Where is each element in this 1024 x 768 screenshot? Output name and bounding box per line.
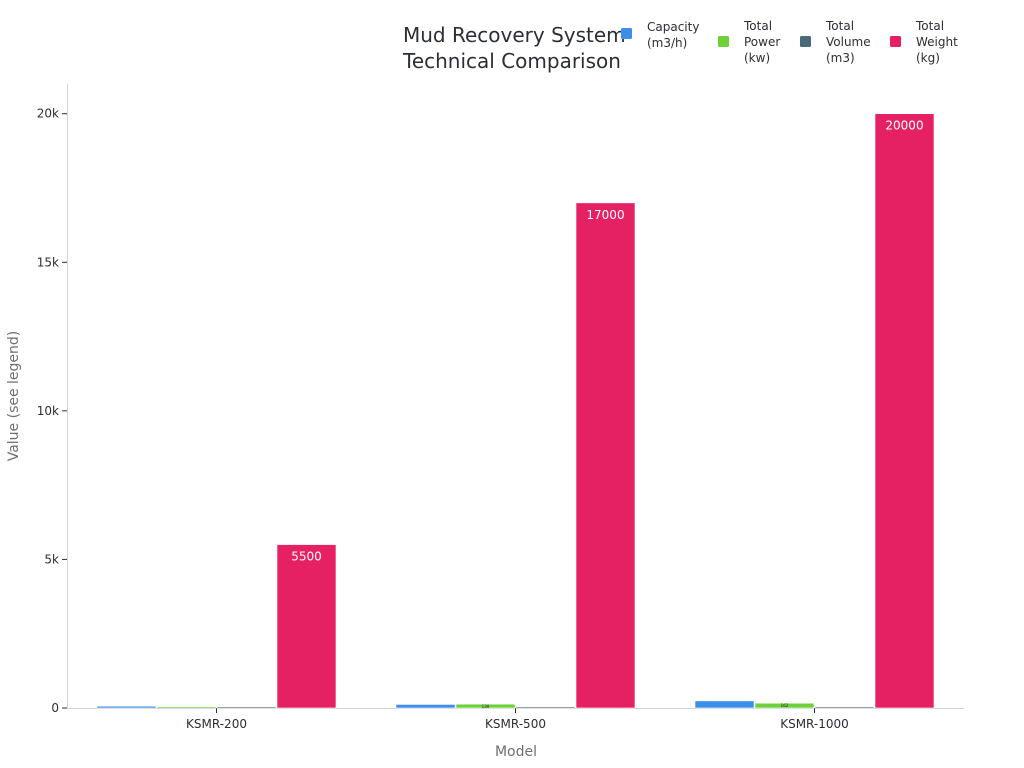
bar (814, 706, 875, 709)
x-tick-label: KSMR-1000 (780, 717, 849, 731)
bar (216, 706, 277, 709)
bar (874, 113, 935, 709)
y-tick-label: 20k (37, 107, 59, 121)
y-tick-label: 0 (51, 701, 59, 715)
bar-value-label: 5500 (291, 550, 322, 564)
bar (156, 706, 217, 709)
bar (276, 544, 337, 709)
chart-title-line-2: Technical Comparison (402, 49, 621, 73)
bar-value-label: 20000 (885, 119, 923, 133)
legend-label: Capacity (647, 20, 699, 34)
bar-labels: 5500 130 17000 162 20000 (291, 119, 923, 709)
chart-title-line-1: Mud Recovery System (403, 23, 626, 47)
bar (96, 705, 157, 709)
bar (754, 702, 815, 709)
legend-swatch (800, 36, 811, 47)
bar-value-label: 162 (781, 703, 789, 708)
legend-label: Volume (826, 35, 871, 49)
legend-label: Total (743, 19, 772, 33)
bar (515, 706, 576, 709)
legend-label: Total (915, 19, 944, 33)
y-tick-label: 10k (37, 404, 59, 418)
y-tick-label: 5k (44, 552, 59, 566)
bar (575, 202, 636, 709)
legend-label: Weight (916, 35, 958, 49)
legend-label: (kw) (744, 51, 770, 65)
legend-swatch (890, 36, 901, 47)
legend-label: Total (825, 19, 854, 33)
x-axis-title: Model (495, 744, 537, 760)
bar-value-label: 130 (482, 704, 490, 709)
legend-label: (m3/h) (647, 36, 687, 50)
x-axis-ticks: KSMR-200 KSMR-500 KSMR-1000 (186, 708, 849, 731)
bar-value-label: 17000 (586, 208, 624, 222)
x-tick-label: KSMR-500 (485, 717, 546, 731)
legend-swatch (621, 28, 632, 39)
y-axis-title: Value (see legend) (6, 331, 22, 462)
legend-swatch (718, 36, 729, 47)
legend-label: (kg) (916, 51, 940, 65)
bar (395, 704, 456, 709)
legend-label: Power (744, 35, 780, 49)
legend-label: (m3) (826, 51, 855, 65)
bars (96, 113, 935, 709)
y-tick-label: 15k (37, 255, 59, 269)
y-axis-ticks: 0 5k 10k 15k 20k (37, 107, 67, 715)
x-tick-label: KSMR-200 (186, 717, 247, 731)
bar (694, 700, 755, 709)
bar (455, 703, 516, 709)
legend: Capacity (m3/h) Total Power (kw) Total Volume (… (621, 19, 958, 65)
